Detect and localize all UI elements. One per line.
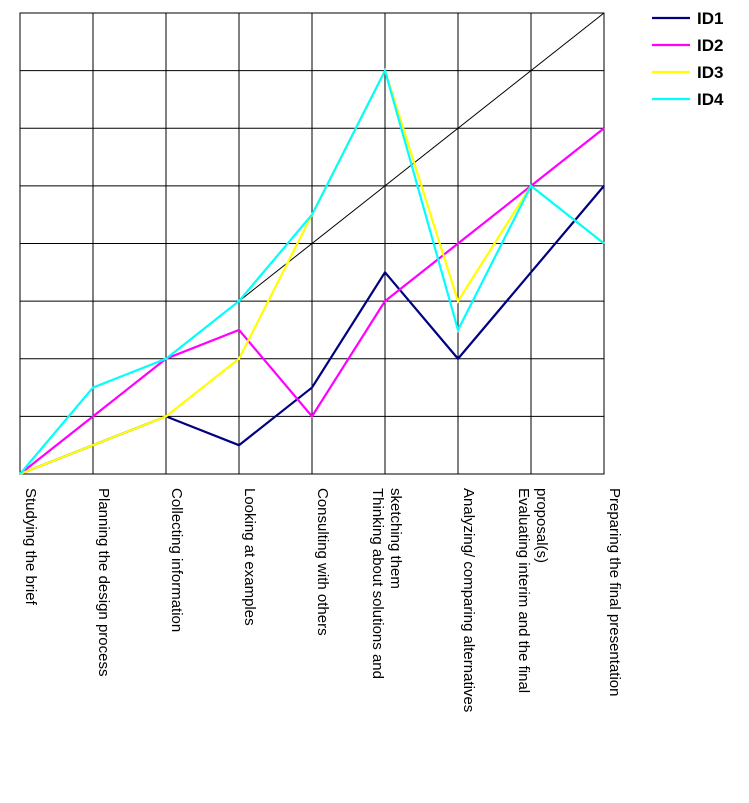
series-line-id4	[19, 67, 605, 475]
x-tick-label-line: Analyzing/ comparing alternatives	[460, 488, 477, 712]
x-tick-label-line: Consulting with others	[314, 488, 331, 636]
x-tick-label-line: Collecting information	[168, 488, 185, 632]
series-lines	[19, 67, 605, 476]
x-tick-label-line: Preparing the final presentation	[606, 488, 623, 696]
x-tick-label-line: sketching them	[387, 488, 404, 589]
x-tick-label-line: Evaluating interim and the final	[515, 488, 532, 693]
x-tick-label-line: Looking at examples	[241, 488, 258, 626]
series-line-id2	[19, 127, 605, 475]
x-tick-label: Consulting with others	[314, 488, 331, 636]
x-tick-label-line: Studying the brief	[22, 488, 39, 606]
x-tick-label-line: proposal(s)	[533, 488, 550, 563]
x-axis-labels: Studying the brief Planning the design pr…	[22, 488, 623, 712]
legend-label: ID4	[697, 90, 724, 109]
x-tick-label-line: Thinking about solutions and	[369, 488, 386, 679]
legend-item-id3: ID3	[652, 63, 723, 82]
legend: ID1 ID2 ID3 ID4	[652, 9, 724, 109]
x-tick-label: Collecting information	[168, 488, 185, 632]
legend-label: ID1	[697, 9, 723, 28]
legend-item-id2: ID2	[652, 36, 723, 55]
legend-item-id1: ID1	[652, 9, 723, 28]
legend-item-id4: ID4	[652, 90, 724, 109]
legend-label: ID3	[697, 63, 723, 82]
x-tick-label: Thinking about solutions and sketching th…	[369, 488, 404, 679]
legend-label: ID2	[697, 36, 723, 55]
x-tick-label: Analyzing/ comparing alternatives	[460, 488, 477, 712]
x-tick-label: Studying the brief	[22, 488, 39, 606]
x-tick-label-line: Planning the design process	[95, 488, 112, 676]
x-tick-label: Planning the design process	[95, 488, 112, 676]
x-tick-label: Preparing the final presentation	[606, 488, 623, 696]
x-tick-label: Evaluating interim and the final proposal…	[515, 488, 550, 693]
x-tick-label: Looking at examples	[241, 488, 258, 626]
